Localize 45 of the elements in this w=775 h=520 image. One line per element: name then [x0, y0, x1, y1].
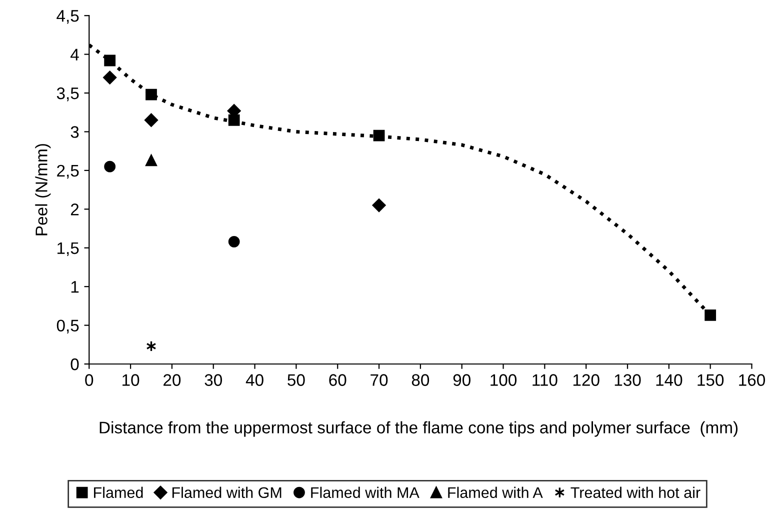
y-tick-label: 3	[70, 126, 79, 138]
point	[104, 54, 116, 66]
point	[104, 160, 116, 172]
x-tick-label: 60	[329, 374, 346, 386]
legend-label: Flamed with GM	[172, 486, 282, 498]
y-axis-title: Peel (N/mm)	[35, 144, 51, 236]
x-tick-label: 160	[739, 374, 766, 386]
x-tick-label: 70	[370, 374, 388, 386]
y-tick-label: 4,5	[56, 10, 79, 24]
y-tick-label: 1	[71, 281, 79, 293]
x-tick-label: 0	[85, 374, 94, 386]
x-tick-label: 80	[412, 374, 430, 386]
point	[146, 88, 157, 100]
x-tick-label: 90	[453, 374, 470, 386]
legend-label: Flamed	[94, 486, 143, 498]
y-tick-label: 2	[70, 204, 79, 216]
point	[144, 113, 158, 127]
x-tick-label: 40	[246, 374, 264, 386]
x-tick-label: 20	[164, 374, 181, 386]
y-tick-label: 1,5	[58, 242, 79, 256]
point	[146, 154, 157, 166]
y-tick-label: 0,5	[56, 320, 79, 334]
y-tick-label: 3,5	[56, 87, 79, 102]
point	[704, 310, 716, 321]
x-tick-label: 10	[122, 374, 140, 386]
legend-label: Flamed with A	[448, 486, 543, 498]
x-tick-label: 110	[532, 374, 558, 386]
y-tick-label: 2,5	[57, 164, 79, 179]
x-tick-label: 130	[614, 374, 641, 386]
point	[103, 70, 117, 84]
x-tick-label: 30	[204, 374, 222, 386]
point	[228, 114, 240, 126]
point	[372, 198, 386, 212]
y-tick-label: 0	[70, 358, 79, 370]
point	[373, 130, 385, 142]
x-tick-label: 120	[573, 374, 600, 386]
x-tick-label: 50	[288, 374, 305, 386]
x-axis-title: Distance from the uppermost surface of the flame cone tips and polymer surface (mm)	[100, 421, 738, 437]
point	[228, 236, 240, 248]
x-tick-label: 100	[490, 374, 517, 386]
x-tick-label: 140	[656, 374, 682, 386]
x-tick-label: 150	[698, 374, 724, 386]
legend-label: Treated with hot air	[570, 486, 700, 498]
y-tick-label: 4	[70, 48, 79, 60]
legend-label: Flamed with MA	[311, 486, 420, 498]
